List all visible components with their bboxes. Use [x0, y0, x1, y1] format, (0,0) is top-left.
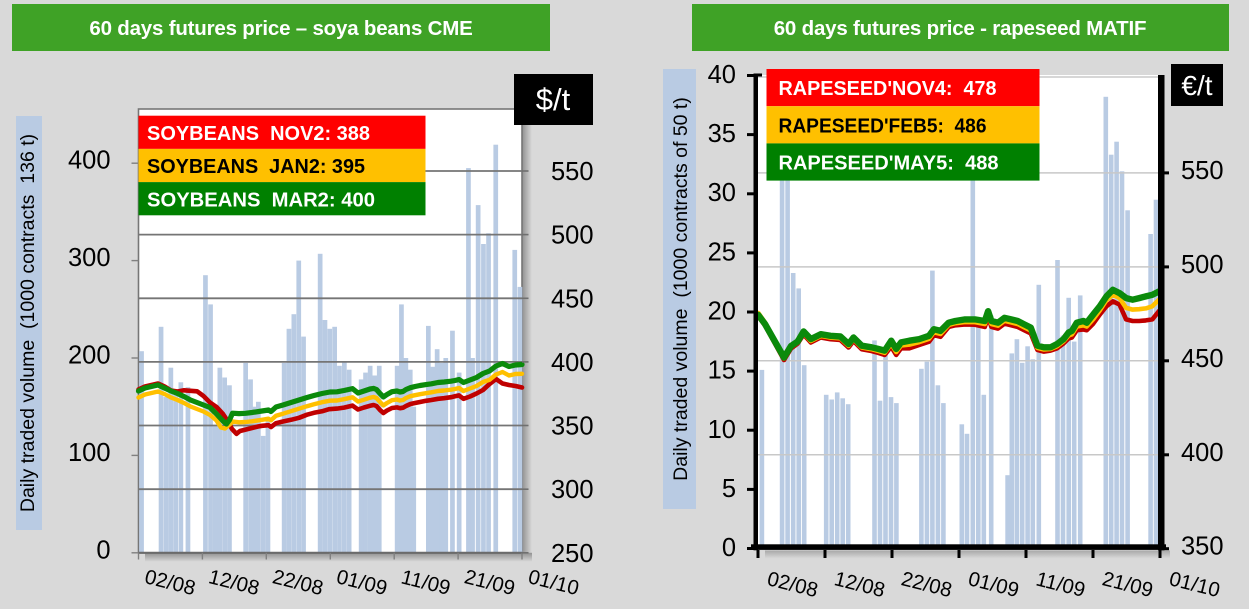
svg-text:400: 400	[1181, 439, 1224, 467]
svg-text:12/08: 12/08	[832, 567, 887, 602]
svg-text:250: 250	[551, 540, 594, 568]
svg-text:5: 5	[722, 475, 736, 503]
svg-text:22/08: 22/08	[899, 567, 954, 602]
svg-text:40: 40	[708, 61, 736, 89]
svg-text:SOYBEANS JAN2: 395: SOYBEANS JAN2: 395	[147, 156, 365, 178]
svg-text:350: 350	[551, 413, 594, 441]
svg-text:02/08: 02/08	[142, 565, 197, 600]
svg-text:15: 15	[708, 357, 736, 385]
svg-text:350: 350	[1181, 533, 1224, 561]
svg-text:01/10: 01/10	[526, 565, 581, 600]
svg-text:20: 20	[708, 298, 736, 326]
svg-text:01/09: 01/09	[334, 565, 389, 600]
svg-text:01/09: 01/09	[966, 567, 1021, 602]
svg-text:450: 450	[1181, 345, 1224, 373]
svg-text:0: 0	[722, 534, 736, 562]
svg-text:RAPESEED'NOV4: 478: RAPESEED'NOV4: 478	[779, 78, 997, 100]
svg-text:21/09: 21/09	[1100, 567, 1155, 602]
svg-text:30: 30	[708, 179, 736, 207]
svg-text:500: 500	[1181, 251, 1224, 279]
svg-text:500: 500	[551, 222, 594, 250]
svg-text:35: 35	[708, 120, 736, 148]
svg-text:60 days futures price - rapese: 60 days futures price - rapeseed MATIF	[774, 17, 1147, 40]
svg-text:300: 300	[551, 476, 594, 504]
svg-text:RAPESEED'MAY5: 488: RAPESEED'MAY5: 488	[779, 153, 999, 175]
svg-text:400: 400	[68, 147, 111, 175]
svg-text:550: 550	[551, 158, 594, 186]
svg-text:10: 10	[708, 416, 736, 444]
svg-text:Daily traded volume (1000 con: Daily traded volume (1000 contracts of 5…	[670, 97, 692, 481]
svg-text:100: 100	[68, 439, 111, 467]
svg-text:450: 450	[551, 285, 594, 313]
svg-text:02/08: 02/08	[765, 567, 820, 602]
svg-text:300: 300	[68, 244, 111, 272]
svg-text:22/08: 22/08	[270, 565, 325, 600]
svg-text:$/t: $/t	[536, 82, 571, 117]
svg-text:SOYBEANS NOV2: 388: SOYBEANS NOV2: 388	[147, 123, 370, 145]
svg-text:Daily traded volume (1000 con: Daily traded volume (1000 contracts 136 …	[17, 134, 39, 512]
svg-text:12/08: 12/08	[206, 565, 261, 600]
svg-text:11/09: 11/09	[399, 566, 453, 600]
svg-text:21/09: 21/09	[462, 565, 517, 600]
svg-text:60 days futures price – soya b: 60 days futures price – soya beans CME	[89, 17, 472, 40]
svg-text:SOYBEANS MAR2: 400: SOYBEANS MAR2: 400	[147, 189, 375, 211]
svg-text:RAPESEED'FEB5: 486: RAPESEED'FEB5: 486	[779, 115, 987, 137]
svg-text:11/09: 11/09	[1034, 568, 1088, 602]
svg-text:0: 0	[96, 536, 110, 564]
svg-text:550: 550	[1181, 157, 1224, 185]
svg-text:25: 25	[708, 238, 736, 266]
svg-text:400: 400	[551, 349, 594, 377]
svg-text:200: 200	[68, 342, 111, 370]
svg-text:€/t: €/t	[1181, 70, 1212, 101]
svg-text:01/10: 01/10	[1167, 567, 1222, 602]
